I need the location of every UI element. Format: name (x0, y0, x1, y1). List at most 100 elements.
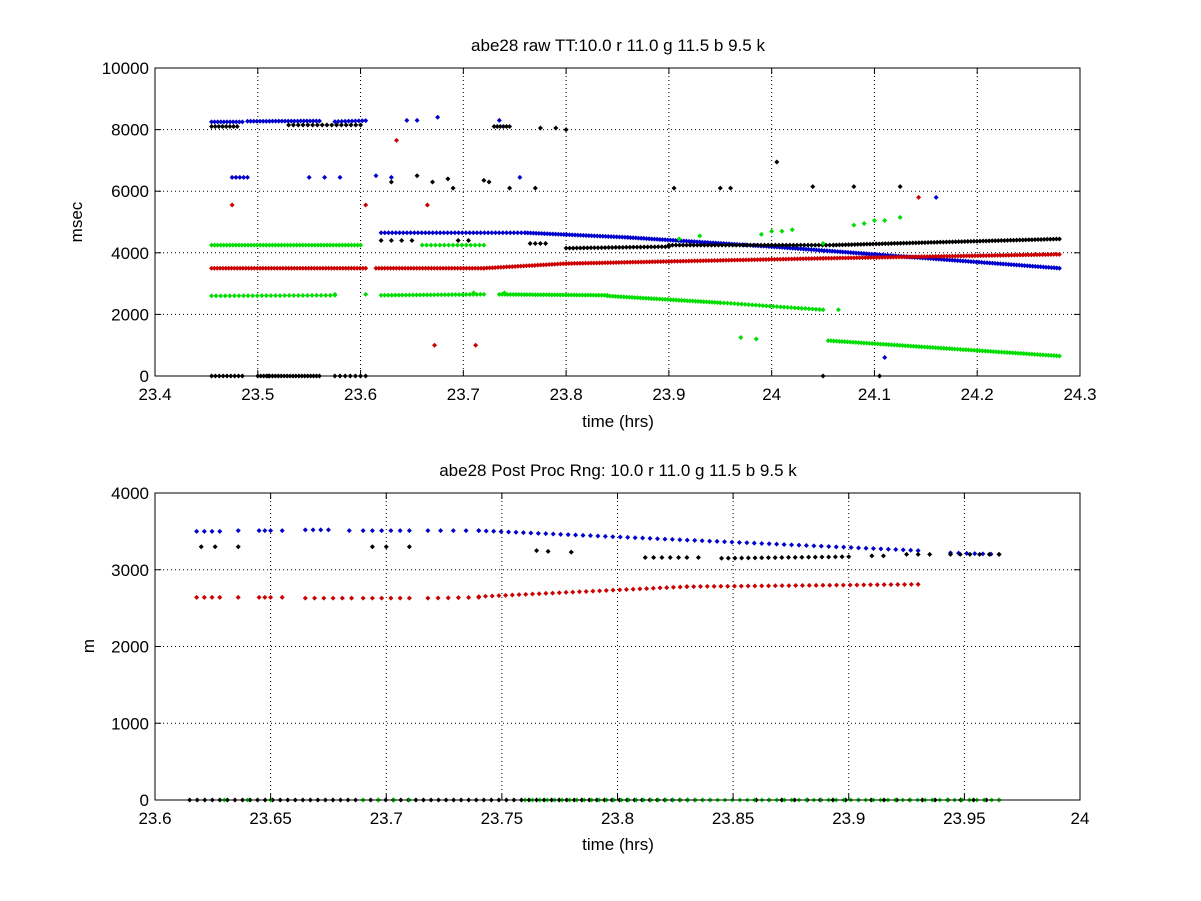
x-tick-label: 23.7 (447, 385, 480, 404)
data-point (306, 242, 312, 248)
data-point (437, 230, 443, 236)
data-point (840, 242, 845, 248)
data-point (557, 261, 563, 267)
data-point (882, 241, 888, 247)
data-point (1011, 237, 1017, 243)
data-point (198, 544, 204, 550)
data-point (793, 583, 799, 589)
data-point (957, 346, 963, 352)
y-tick-label: 3000 (111, 561, 149, 580)
data-point (286, 293, 292, 299)
data-point (549, 292, 555, 298)
data-point (974, 347, 980, 353)
data-point (590, 292, 596, 298)
data-point (224, 119, 230, 125)
data-point (769, 256, 775, 262)
data-point (980, 551, 986, 557)
data-point (538, 292, 544, 298)
data-point (597, 588, 603, 594)
data-point (262, 594, 268, 600)
data-point (608, 260, 614, 266)
data-point (820, 241, 826, 247)
data-point (786, 554, 792, 560)
data-point (379, 595, 385, 601)
data-point (1009, 252, 1015, 258)
data-point (792, 256, 798, 262)
plot-title: abe28 raw TT:10.0 r 11.0 g 11.5 b 9.5 k (471, 36, 765, 55)
data-point (233, 242, 239, 248)
data-point (227, 124, 233, 130)
data-point (833, 242, 839, 248)
data-point (897, 214, 903, 220)
data-point (854, 255, 860, 261)
data-point (1003, 252, 1009, 258)
data-point (803, 256, 809, 262)
x-tick-label: 23.65 (249, 809, 292, 828)
data-point (566, 232, 572, 238)
data-point (630, 259, 636, 265)
data-point (681, 298, 687, 304)
data-point (589, 233, 595, 239)
data-point (305, 122, 311, 128)
data-point (528, 230, 534, 236)
data-point (714, 257, 720, 263)
x-axis-label: time (hrs) (582, 412, 654, 431)
data-point (494, 124, 500, 130)
data-point (792, 305, 798, 311)
data-point (1056, 353, 1062, 359)
data-point (913, 343, 919, 349)
data-point (667, 554, 673, 560)
data-point (517, 174, 523, 180)
data-point (600, 233, 606, 239)
data-point (897, 342, 903, 348)
data-point (309, 242, 315, 248)
data-point (880, 341, 886, 347)
data-point (839, 554, 845, 560)
data-point (907, 254, 913, 260)
data-point (995, 238, 1001, 244)
data-point (357, 265, 363, 271)
data-point (635, 259, 641, 265)
data-point (655, 244, 661, 250)
data-point (430, 179, 435, 185)
data-point (546, 292, 552, 298)
data-point (393, 265, 399, 271)
data-point (550, 590, 556, 596)
data-point (956, 239, 962, 245)
data-point (792, 554, 798, 560)
data-point (555, 231, 561, 237)
data-point (968, 259, 974, 265)
data-point (837, 255, 843, 261)
data-point (474, 230, 480, 236)
data-point (445, 595, 451, 601)
data-point (881, 582, 887, 588)
data-point (240, 265, 246, 271)
data-point (605, 260, 611, 266)
data-point (993, 349, 999, 355)
data-point (986, 253, 992, 259)
data-point (270, 118, 276, 124)
data-point (986, 551, 992, 557)
data-point (883, 341, 889, 347)
data-point (468, 242, 474, 248)
data-point (449, 292, 455, 298)
data-point (878, 341, 884, 347)
data-point (560, 261, 566, 267)
data-point (779, 555, 785, 561)
data-point (900, 343, 906, 349)
data-point (644, 586, 650, 592)
data-point (506, 529, 512, 535)
data-point (212, 242, 218, 248)
data-point (706, 258, 712, 264)
data-point (789, 542, 795, 548)
data-point (619, 259, 625, 265)
data-point (759, 555, 765, 561)
data-point (737, 257, 743, 263)
data-point (996, 349, 1002, 355)
ticks: 23.6 23.65 23.7 23.75 23.8 23.85 23.9 23.95 24 0 1… (111, 484, 1089, 828)
data-point (304, 118, 310, 124)
data-point (717, 257, 723, 263)
data-point (234, 124, 240, 130)
data-points (209, 114, 1062, 379)
data-point (310, 122, 316, 128)
